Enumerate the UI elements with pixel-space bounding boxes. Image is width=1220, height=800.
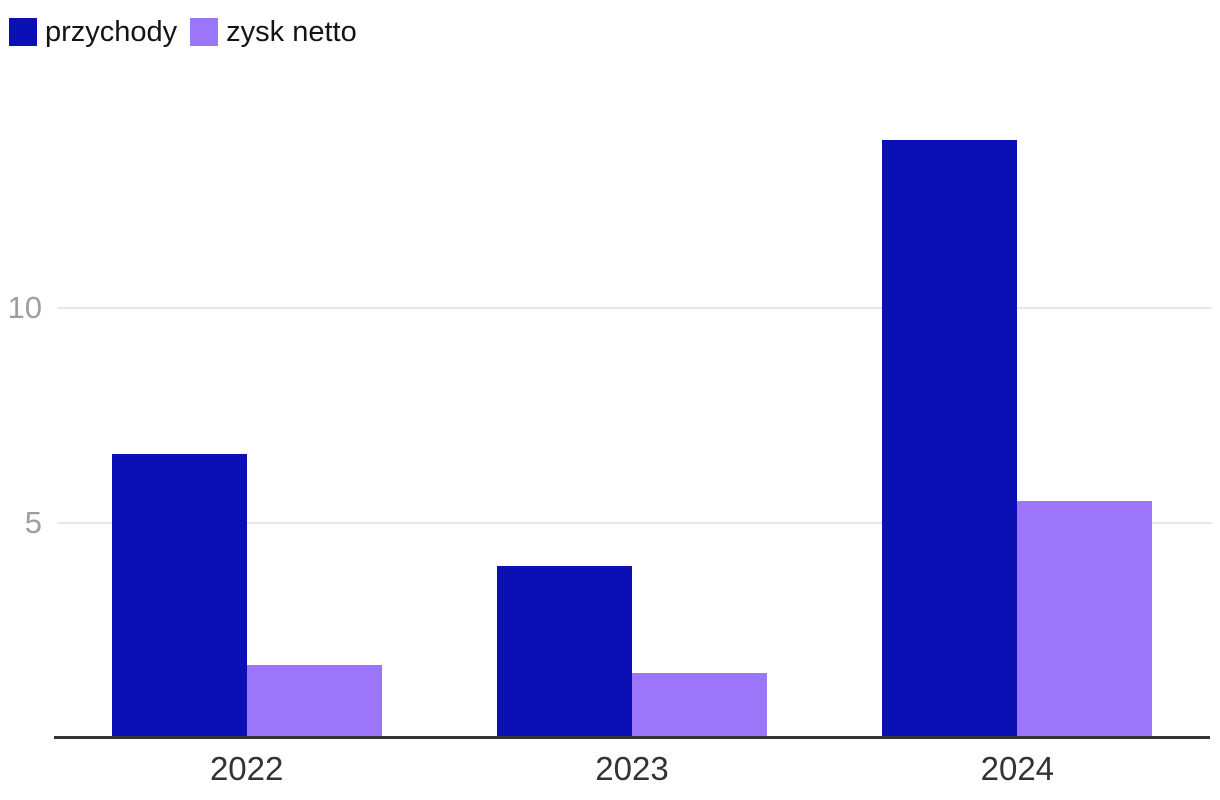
legend-label: zysk netto bbox=[226, 16, 357, 48]
legend-swatch-przychody bbox=[9, 18, 37, 46]
bar-przychody-2022[interactable] bbox=[112, 454, 247, 738]
gridline-5 bbox=[57, 522, 1212, 524]
y-axis-tick-label: 5 bbox=[24, 504, 42, 540]
bar-zysk-netto-2024[interactable] bbox=[1017, 501, 1152, 738]
bar-zysk-netto-2022[interactable] bbox=[247, 665, 382, 738]
x-axis-label-2024: 2024 bbox=[980, 750, 1055, 787]
gridline-10 bbox=[57, 307, 1212, 309]
x-axis-label-2023: 2023 bbox=[595, 750, 669, 787]
chart-legend: przychody zysk netto bbox=[9, 16, 357, 48]
legend-label: przychody bbox=[45, 16, 178, 48]
bar-zysk-netto-2023[interactable] bbox=[632, 673, 767, 738]
bar-przychody-2023[interactable] bbox=[497, 566, 632, 738]
x-axis-line bbox=[54, 736, 1210, 739]
y-axis-tick-label: 10 bbox=[7, 289, 42, 325]
legend-item-przychody: przychody bbox=[9, 16, 178, 48]
legend-swatch-zysk-netto bbox=[190, 18, 219, 46]
legend-item-zysk-netto: zysk netto bbox=[190, 16, 357, 48]
x-axis-label-2022: 2022 bbox=[209, 750, 284, 787]
bar-przychody-2024[interactable] bbox=[882, 140, 1017, 738]
